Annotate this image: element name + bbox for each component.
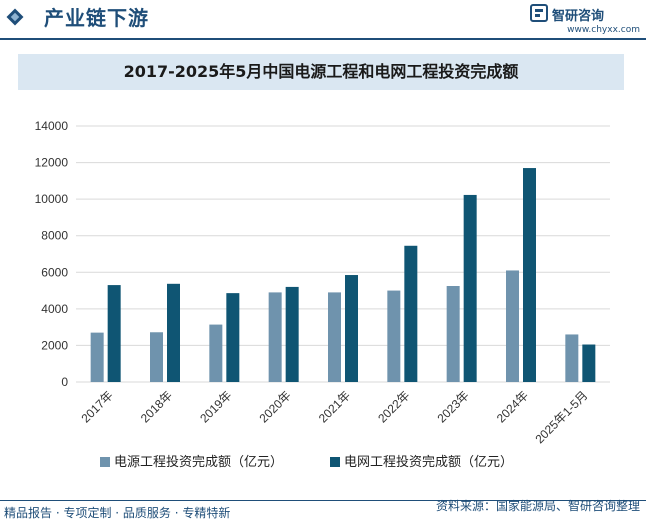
bar-power-grid [107,285,121,382]
footer-tagline: 精品报告 · 专项定制 · 品质服务 · 专精特新 [4,506,231,520]
x-tick-label: 2022年 [375,388,412,425]
y-tick-label: 0 [61,375,68,389]
bar-power-grid [582,344,596,382]
legend-swatch [100,457,110,467]
bar-power-source [328,292,341,382]
x-tick-label: 2021年 [316,388,353,425]
y-tick-label: 14000 [35,119,69,133]
data-source: 资料来源：国家能源局、智研咨询整理 [435,499,640,513]
x-tick-label: 2024年 [494,388,531,425]
bar-power-source [446,286,460,382]
legend-label: 电源工程投资完成额（亿元） [114,454,283,470]
bar-power-source [150,332,163,382]
chart-title: 2017-2025年5月中国电源工程和电网工程投资完成额 [123,62,519,81]
x-tick-label: 2023年 [435,388,472,425]
bar-power-source [387,290,401,382]
bar-power-grid [167,283,180,382]
x-tick-label: 2018年 [138,388,175,425]
footer-divider [0,500,646,501]
bar-power-grid [345,275,358,382]
bar-power-grid [463,194,477,382]
bar-power-source [506,270,519,382]
y-tick-label: 6000 [41,265,68,279]
header-diamond-icon [6,8,24,26]
x-tick-label: 2017年 [79,388,116,425]
bar-power-source [209,324,223,382]
x-tick-label: 2020年 [257,388,294,425]
y-tick-label: 2000 [41,338,68,352]
y-tick-label: 10000 [35,192,69,206]
section-title: 产业链下游 [44,6,149,30]
bar-chart: 0 2000 4000 6000 8000 10000 12000 14000 2017年 201… [35,119,610,470]
y-tick-label: 12000 [35,156,69,170]
x-tick-label: 2025年1-5月 [532,388,590,446]
chart-title-box: 2017-2025年5月中国电源工程和电网工程投资完成额 [18,54,624,90]
brand-url: www.chyxx.com [567,25,640,35]
bar-power-grid [285,286,299,382]
bar-power-source [90,332,104,382]
header-divider [0,38,646,40]
legend-label: 电网工程投资完成额（亿元） [344,454,513,470]
y-tick-label: 4000 [41,302,68,316]
page-header: 产业链下游 智研咨询 www.chyxx.com [0,0,646,40]
bar-power-source [268,292,282,382]
y-tick-label: 8000 [41,229,68,243]
brand-logo-icon [530,4,548,22]
brand: 智研咨询 www.chyxx.com [530,4,640,36]
x-tick-label: 2019年 [197,388,234,425]
bar-power-grid [523,168,536,382]
brand-name: 智研咨询 [552,9,605,24]
bar-power-grid [226,293,240,382]
bar-power-grid [404,245,418,382]
bar-power-source [565,334,579,382]
legend-swatch [330,457,340,467]
